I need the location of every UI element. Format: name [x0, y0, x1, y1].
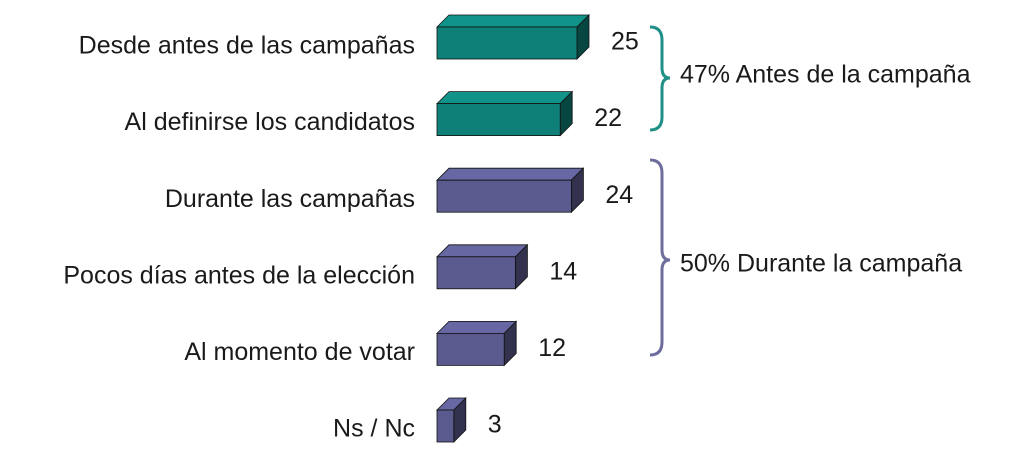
- value-label: 24: [605, 181, 633, 209]
- value-label: 3: [488, 411, 502, 439]
- bar: [436, 256, 516, 290]
- bar: [436, 26, 578, 60]
- annotation: 47% Antes de la campaña: [680, 61, 971, 89]
- category-label: Pocos días antes de la elección: [63, 261, 415, 289]
- value-label: 22: [594, 104, 622, 132]
- bar: [436, 332, 505, 366]
- value-label: 12: [538, 334, 566, 362]
- bar-top: [436, 91, 574, 104]
- bar: [436, 179, 572, 213]
- category-label: Al definirse los candidatos: [125, 108, 415, 136]
- bar-top: [436, 167, 585, 181]
- bar-top: [436, 320, 518, 334]
- category-label: Ns / Nc: [333, 415, 415, 443]
- bar-top: [436, 14, 590, 28]
- bracket-during: [649, 158, 671, 357]
- category-label: Durante las campañas: [165, 185, 415, 213]
- annotation: 50% Durante la campaña: [680, 250, 962, 278]
- value-label: 25: [611, 28, 639, 56]
- bar-top: [436, 244, 529, 258]
- bar: [436, 409, 455, 443]
- value-label: 14: [549, 257, 577, 285]
- bar: [436, 103, 561, 136]
- bracket-before: [649, 25, 671, 132]
- category-label: Al momento de votar: [184, 338, 415, 366]
- category-label: Desde antes de las campañas: [79, 32, 415, 60]
